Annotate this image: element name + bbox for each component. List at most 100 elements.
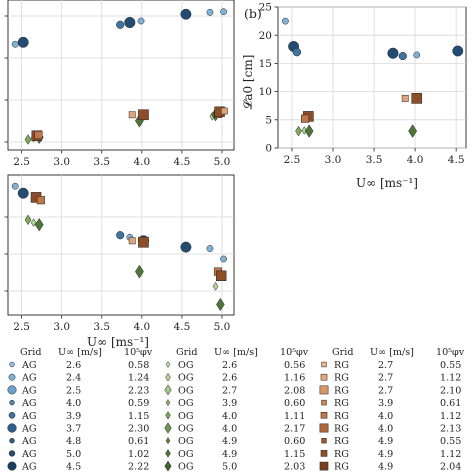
legend-grid-name: OG [178, 436, 194, 447]
data-point-og [135, 264, 144, 279]
legend-grid-name: AG [21, 411, 37, 422]
legend-marker-rg [319, 385, 329, 395]
data-point-og [24, 134, 32, 145]
data-point-ag [220, 8, 227, 16]
x-tick-label: 2.5 [284, 154, 301, 166]
x-tick-label: 3.0 [325, 154, 342, 166]
legend-velocity-value: 2.7 [378, 385, 393, 396]
legend-grid-name: RG [334, 398, 349, 409]
x-tick-label: 4.5 [174, 156, 191, 168]
legend-marker-rg [319, 461, 329, 471]
legend-velocity-value: 4.9 [378, 462, 393, 473]
x-tick-label: 3.5 [366, 154, 383, 166]
legend-grid-name: OG [178, 411, 194, 422]
panel-bottom-left-xlabel: U∞ [ms⁻¹] [87, 335, 149, 349]
legend-phi-value: 1.15 [128, 411, 149, 422]
legend-velocity-value: 4.8 [66, 436, 81, 447]
legend-velocity-value: 2.6 [66, 360, 81, 371]
legend-header-velocity: U∞ [m/s] [214, 347, 258, 358]
legend-grid-name: RG [334, 436, 349, 447]
legend-marker-ag [9, 437, 15, 444]
legend-phi-value: 1.24 [128, 373, 149, 384]
y-tick-label: 5 [265, 114, 272, 126]
legend-header-grid: Grid [176, 347, 197, 358]
legend-phi-value: 0.60 [284, 436, 305, 447]
data-point-rg [34, 130, 43, 140]
y-tick-label: 15 [259, 58, 272, 70]
legend-velocity-value: 4.0 [378, 424, 393, 435]
legend-marker-ag [8, 450, 16, 457]
data-point-ag [137, 17, 145, 25]
data-point-ag [180, 241, 192, 253]
legend-header-grid: Grid [332, 347, 353, 358]
data-point-ag [387, 47, 399, 59]
legend-marker-ag [7, 385, 17, 395]
legend-velocity-value: 4.9 [222, 436, 237, 447]
data-point-og [30, 218, 37, 227]
x-tick-label: 3.0 [53, 156, 70, 168]
legend-marker-og [165, 372, 171, 382]
y-tick-label: 0 [265, 143, 272, 155]
legend-phi-value: 1.11 [284, 411, 305, 422]
x-tick-label: 5.0 [214, 156, 231, 168]
legend-header-phi: 10⁵φv [280, 347, 309, 358]
legend-grid-name: OG [178, 360, 194, 371]
panel-b-label: (b) [244, 6, 262, 21]
y-tick-label: 20 [259, 30, 272, 42]
legend-phi-value: 2.13 [440, 424, 461, 435]
data-point-rg [411, 93, 423, 104]
legend-marker-ag [9, 399, 15, 406]
legend-velocity-value: 2.6 [222, 360, 237, 371]
data-point-og [24, 214, 32, 226]
x-tick-label: 3.5 [93, 321, 110, 333]
data-point-ag [116, 20, 125, 29]
data-point-og [304, 124, 314, 138]
data-point-rg [138, 109, 149, 121]
x-tick-label: 4.0 [133, 321, 150, 333]
legend-grid-name: OG [178, 385, 194, 396]
legend-grid-name: OG [178, 398, 194, 409]
legend-phi-value: 1.12 [440, 411, 461, 422]
legend-velocity-value: 4.0 [66, 398, 81, 409]
data-point-rg [128, 237, 136, 245]
legend-marker-rg [319, 423, 329, 433]
legend-phi-value: 2.04 [440, 462, 461, 473]
panel-b: (b) 𝓛a0 [cm] U∞ [ms⁻¹] 2.5 3.0 3.5 4.0 4.5 0 5… [241, 2, 467, 190]
x-tick-label: 4.0 [407, 154, 424, 166]
data-point-og [408, 124, 418, 138]
legend-phi-value: 2.03 [284, 462, 305, 473]
data-point-ag [11, 40, 19, 48]
legend-marker-og [164, 460, 172, 472]
panel-b-ylabel: 𝓛a0 [cm] [241, 55, 255, 110]
legend-phi-value: 0.59 [128, 398, 149, 409]
legend-velocity-value: 3.9 [222, 398, 237, 409]
legend-velocity-value: 3.9 [66, 411, 81, 422]
legend-phi-value: 0.60 [284, 398, 305, 409]
legend-phi-value: 1.16 [284, 373, 305, 384]
legend-phi-value: 2.10 [440, 385, 461, 396]
data-point-rg [36, 196, 45, 205]
legend-velocity-value: 5.0 [66, 449, 81, 460]
legend-marker-og [164, 422, 172, 434]
legend-velocity-value: 4.0 [222, 411, 237, 422]
legend-grid-name: RG [334, 360, 349, 371]
x-tick-label: 2.5 [13, 156, 30, 168]
panel-top-left: 2.5 3.0 3.5 4.0 4.5 5.0 [4, 0, 235, 168]
legend-header-velocity: U∞ [m/s] [370, 347, 414, 358]
panel-b-xlabel: U∞ [ms⁻¹] [356, 176, 418, 190]
legend-marker-og [165, 399, 171, 407]
data-point-rg [138, 236, 149, 248]
data-point-ag [452, 45, 464, 57]
legend-grid-name: OG [178, 373, 194, 384]
legend-marker-og [165, 437, 171, 445]
legend-marker-ag [8, 373, 16, 381]
data-point-rg [221, 107, 228, 115]
legend-marker-ag [7, 423, 17, 433]
legend-grid-name: AG [21, 436, 37, 447]
legend-marker-ag [8, 411, 16, 419]
panel-top-left-frame [7, 0, 235, 151]
legend-phi-value: 0.61 [128, 436, 149, 447]
legend-phi-value: 2.17 [284, 424, 305, 435]
x-tick-label: 3.5 [93, 156, 110, 168]
